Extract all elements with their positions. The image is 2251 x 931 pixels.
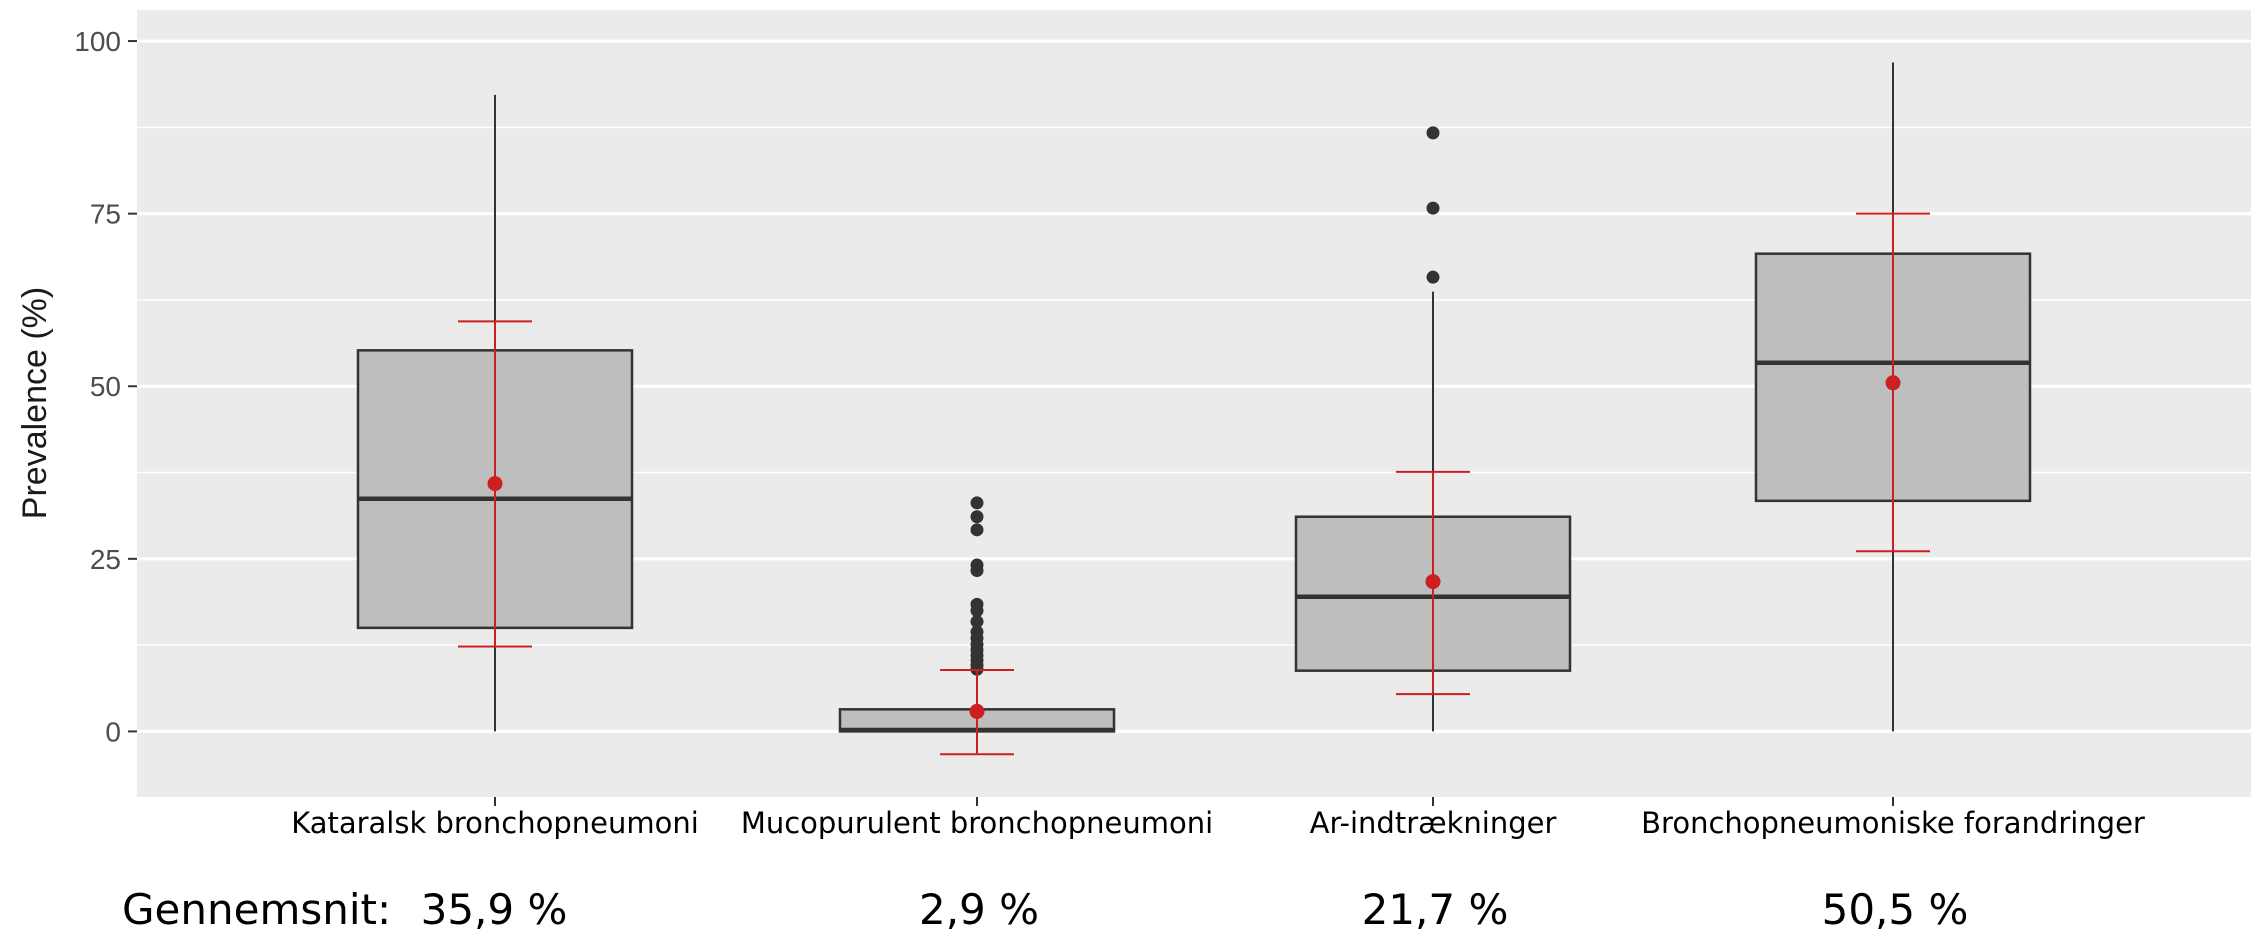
y-tick-label: 25 [90, 544, 121, 575]
footer-mean-value: 21,7 % [1362, 885, 1509, 931]
outlier-point [1426, 126, 1440, 140]
outlier-point [970, 558, 984, 572]
y-tick-label: 100 [74, 26, 121, 57]
footer-means: Gennemsnit: 35,9 % 2,9 % 21,7 % 50,5 % [122, 885, 1968, 931]
boxes-layer [356, 62, 2032, 756]
x-category-label: Bronchopneumoniske forandringer [1641, 806, 2145, 840]
mean-point [1885, 375, 1901, 391]
y-tick-label: 50 [90, 371, 121, 402]
outlier-point [1426, 201, 1440, 215]
x-axis-category-labels: Kataralsk bronchopneumoni Mucopurulent br… [291, 797, 2145, 840]
footer-mean-value: 2,9 % [919, 885, 1039, 931]
footer-mean-value: 50,5 % [1822, 885, 1969, 931]
y-axis-title: Prevalence (%) [16, 287, 54, 519]
mean-point [1425, 574, 1441, 590]
mean-point [487, 476, 503, 492]
outlier-point [970, 597, 984, 611]
y-tick-label: 0 [105, 716, 121, 747]
box-group [1754, 62, 2032, 732]
y-tick-label: 75 [90, 199, 121, 230]
footer-label: Gennemsnit: [122, 885, 391, 931]
outlier-point [970, 625, 984, 639]
y-axis-ticks: 0 25 50 75 100 [74, 26, 137, 747]
footer-mean-value: 35,9 % [421, 885, 568, 931]
x-category-label: Ar-indtrækninger [1310, 806, 1557, 840]
x-category-label: Kataralsk bronchopneumoni [291, 806, 699, 840]
box-group [838, 496, 1116, 756]
mean-point [969, 703, 985, 719]
box-group [1294, 126, 1572, 732]
outlier-point [970, 523, 984, 537]
outlier-point [970, 510, 984, 524]
outlier-point [1426, 270, 1440, 284]
box-group [356, 94, 634, 732]
x-category-label: Mucopurulent bronchopneumoni [741, 806, 1213, 840]
outlier-point [970, 615, 984, 629]
outlier-point [970, 496, 984, 510]
